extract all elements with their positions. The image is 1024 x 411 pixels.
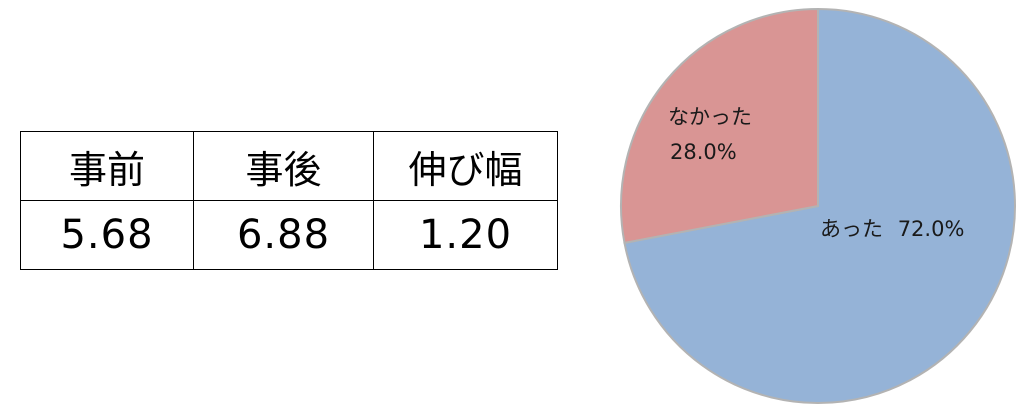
- slice-label-yes: あった 72.0%: [820, 217, 964, 241]
- header-after: 事後: [193, 131, 374, 201]
- score-table: 事前 事後 伸び幅 5.68 6.88 1.20: [20, 131, 558, 270]
- pie-slice-no: [620, 7, 819, 245]
- value-before: 5.68: [20, 200, 194, 270]
- slice-label-yes-value: 72.0%: [898, 217, 965, 241]
- pie-slices: [620, 7, 1016, 404]
- slice-label-no-name: なかった: [668, 105, 752, 129]
- header-gain: 伸び幅: [373, 131, 558, 201]
- slice-label-yes-name: あった: [820, 217, 883, 241]
- header-before: 事前: [20, 131, 194, 201]
- pie-chart: あった 72.0% なかった 28.0%: [620, 7, 1016, 404]
- table-value-row: 5.68 6.88 1.20: [20, 200, 558, 270]
- pie-labels: あった 72.0% なかった 28.0%: [668, 105, 964, 241]
- slice-label-no-value: 28.0%: [670, 140, 737, 164]
- value-gain: 1.20: [373, 200, 558, 270]
- table-header-row: 事前 事後 伸び幅: [20, 131, 558, 201]
- value-after: 6.88: [193, 200, 374, 270]
- pie-slice-yes: [623, 7, 1016, 404]
